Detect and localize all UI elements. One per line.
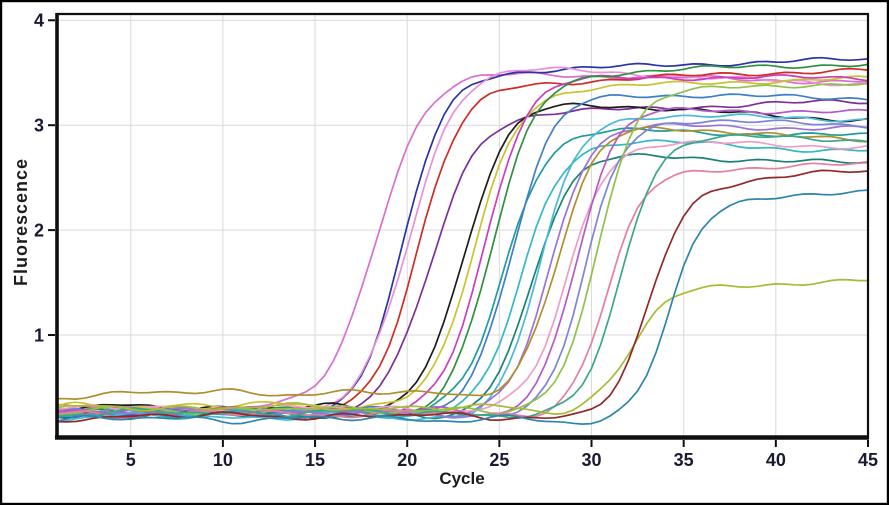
amplification-curve-periwinkle [57, 119, 868, 419]
amplification-curve-olive-green [57, 278, 868, 415]
amplification-curve-turquoise [57, 139, 868, 420]
x-tick-label-35: 35 [674, 450, 694, 470]
amplification-curve-olive-yellow [57, 75, 868, 411]
x-axis-title: Cycle [439, 469, 484, 488]
y-tick-label-3: 3 [34, 116, 44, 136]
x-tick-label-10: 10 [213, 450, 233, 470]
y-tick-label-1: 1 [34, 325, 44, 345]
x-tick-label-40: 40 [766, 450, 786, 470]
x-tick-label-5: 5 [126, 450, 136, 470]
x-tick-label-30: 30 [582, 450, 602, 470]
y-tick-label-4: 4 [34, 11, 44, 31]
x-tick-label-45: 45 [858, 450, 878, 470]
y-tick-label-2: 2 [34, 220, 44, 240]
x-tick-label-15: 15 [305, 450, 325, 470]
x-tick-label-20: 20 [397, 450, 417, 470]
plot-area [57, 14, 868, 437]
amplification-curve-goldenrod [57, 126, 868, 400]
amplification-curve-cadet-blue [57, 189, 868, 425]
amplification-curves [57, 56, 868, 425]
grid-lines [57, 14, 869, 437]
axis-tick-labels: 5 10 15 20 25 30 35 40 45 1 2 3 4 [34, 11, 878, 470]
x-tick-label-25: 25 [489, 450, 509, 470]
y-axis-title: Fluorescence [11, 158, 31, 286]
amplification-curve-sea-green [57, 134, 868, 419]
plot-frame [55, 12, 870, 440]
axis-ticks [48, 19, 869, 447]
